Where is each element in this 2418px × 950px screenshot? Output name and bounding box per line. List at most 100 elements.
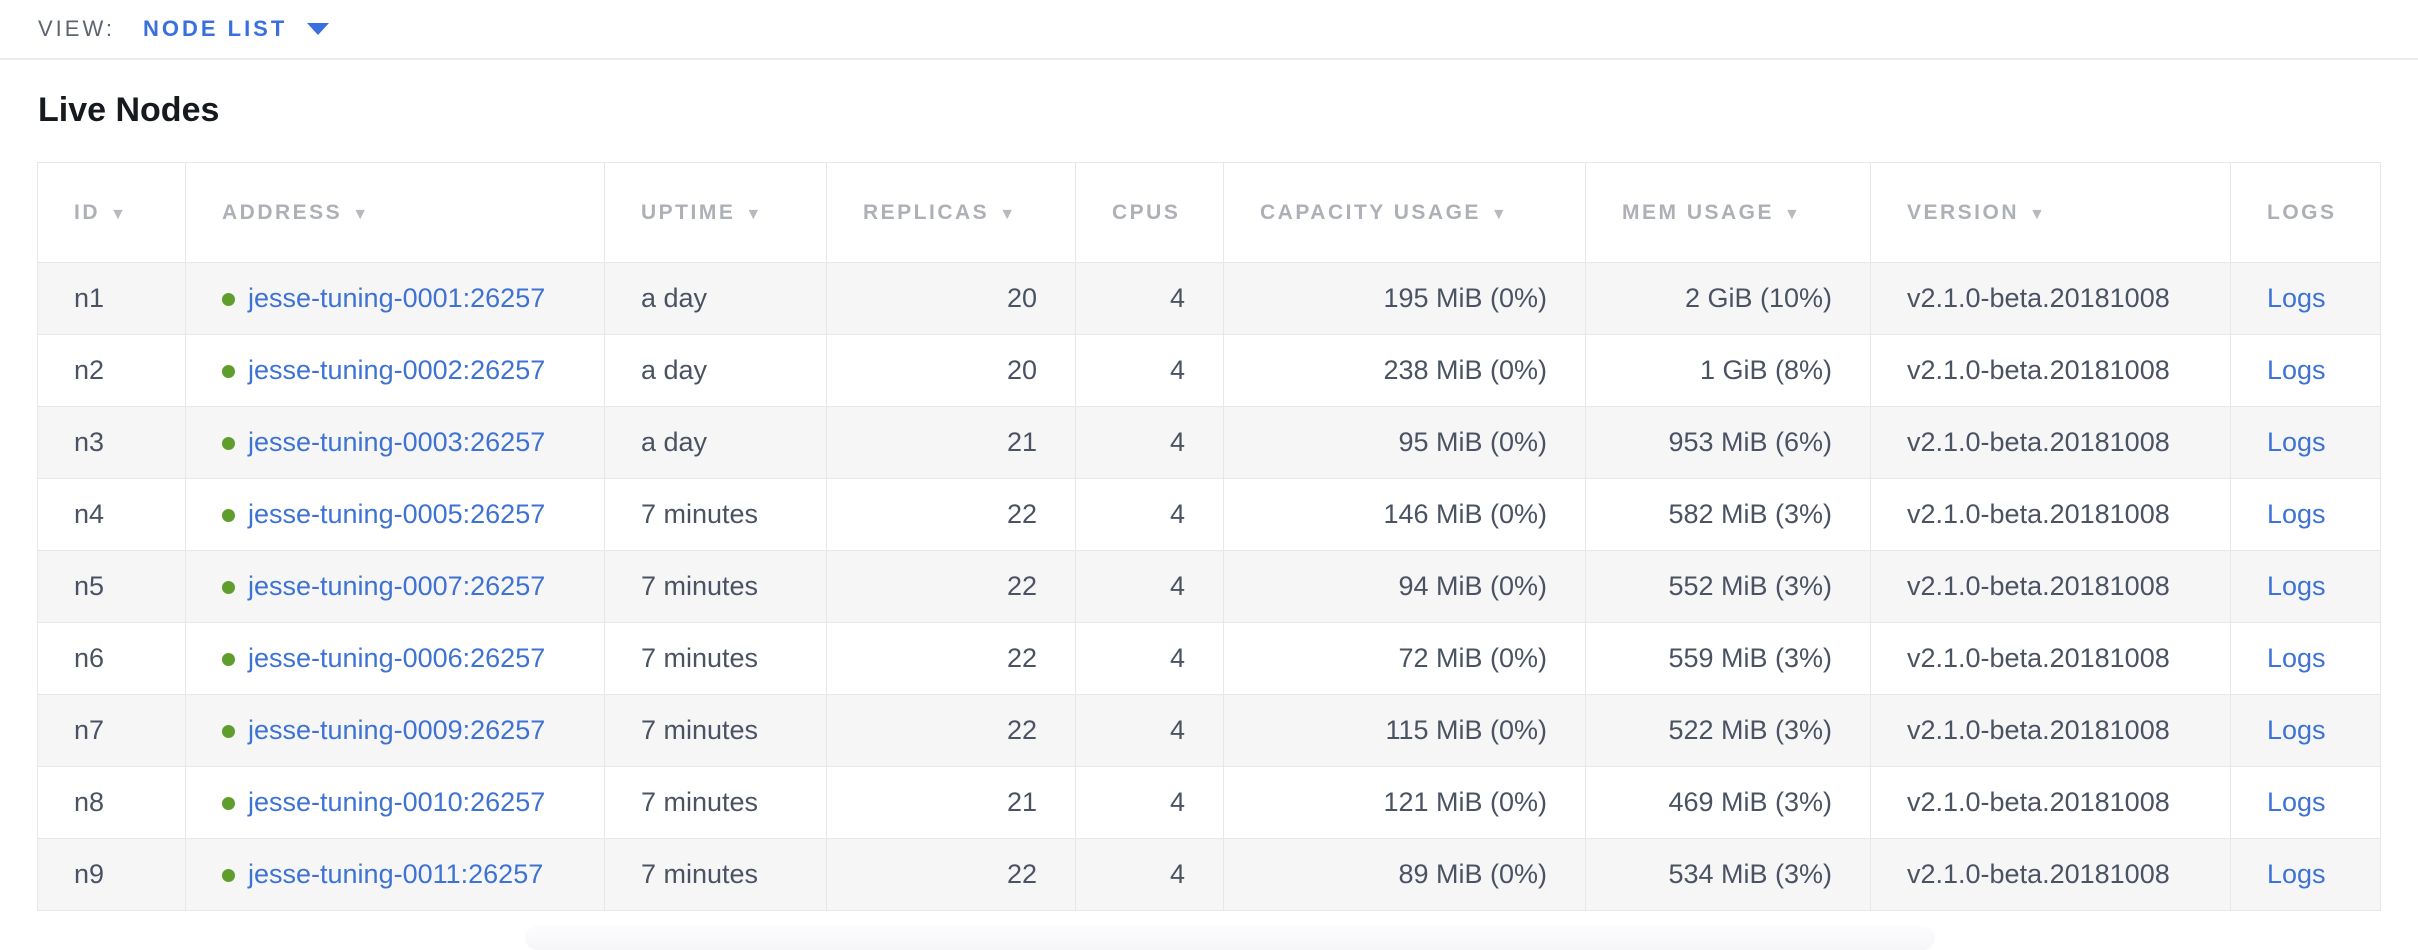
live-nodes-table: ID ▼ ADDRESS ▼ UPTIME ▼ REPLICAS ▼ CPUS CAPA… — [37, 162, 2381, 911]
cell-logs: Logs — [2230, 766, 2381, 839]
logs-link[interactable]: Logs — [2267, 643, 2326, 673]
node-address-link[interactable]: jesse-tuning-0005:26257 — [248, 499, 546, 529]
column-header-id[interactable]: ID ▼ — [37, 162, 186, 263]
logs-link[interactable]: Logs — [2267, 355, 2326, 385]
logs-link[interactable]: Logs — [2267, 859, 2326, 889]
column-header-cpus[interactable]: CPUS — [1075, 162, 1224, 263]
cell-uptime: 7 minutes — [604, 478, 827, 551]
cell-capacity-usage: 115 MiB (0%) — [1223, 694, 1586, 767]
sort-desc-icon: ▼ — [999, 205, 1016, 223]
logs-link[interactable]: Logs — [2267, 571, 2326, 601]
healthy-status-icon — [222, 653, 235, 667]
cell-cpus: 4 — [1075, 334, 1224, 407]
cell-cpus: 4 — [1075, 622, 1224, 695]
node-address-link[interactable]: jesse-tuning-0009:26257 — [248, 715, 546, 745]
cell-capacity-usage: 121 MiB (0%) — [1223, 766, 1586, 839]
cell-id: n6 — [37, 622, 186, 695]
cell-mem-usage: 534 MiB (3%) — [1585, 838, 1871, 911]
cell-replicas: 22 — [826, 622, 1076, 695]
cell-address: jesse-tuning-0005:26257 — [185, 478, 605, 551]
node-address-link[interactable]: jesse-tuning-0006:26257 — [248, 643, 546, 673]
table-row: n1 jesse-tuning-0001:26257 a day 20 4 19… — [37, 262, 2381, 335]
dropdown-caret-icon[interactable] — [307, 23, 330, 35]
logs-link[interactable]: Logs — [2267, 787, 2326, 817]
cell-version: v2.1.0-beta.20181008 — [1870, 622, 2231, 695]
cell-version: v2.1.0-beta.20181008 — [1870, 406, 2231, 479]
healthy-status-icon — [222, 869, 235, 883]
healthy-status-icon — [222, 365, 235, 379]
healthy-status-icon — [222, 725, 235, 739]
cell-logs: Logs — [2230, 478, 2381, 551]
cell-version: v2.1.0-beta.20181008 — [1870, 838, 2231, 911]
cell-cpus: 4 — [1075, 766, 1224, 839]
cell-version: v2.1.0-beta.20181008 — [1870, 478, 2231, 551]
table-row: n8 jesse-tuning-0010:26257 7 minutes 21 … — [37, 766, 2381, 839]
column-header-mem-usage[interactable]: MEM USAGE ▼ — [1585, 162, 1871, 263]
table-row: n9 jesse-tuning-0011:26257 7 minutes 22 … — [37, 838, 2381, 911]
cell-logs: Logs — [2230, 694, 2381, 767]
column-header-address[interactable]: ADDRESS ▼ — [185, 162, 605, 263]
logs-link[interactable]: Logs — [2267, 715, 2326, 745]
column-header-label: ID — [74, 200, 100, 224]
cell-logs: Logs — [2230, 334, 2381, 407]
logs-link[interactable]: Logs — [2267, 283, 2326, 313]
node-address-link[interactable]: jesse-tuning-0007:26257 — [248, 571, 546, 601]
column-header-label: CAPACITY USAGE — [1260, 200, 1481, 224]
cell-address: jesse-tuning-0001:26257 — [185, 262, 605, 335]
cell-cpus: 4 — [1075, 550, 1224, 623]
cell-cpus: 4 — [1075, 478, 1224, 551]
cell-id: n9 — [37, 838, 186, 911]
cell-capacity-usage: 89 MiB (0%) — [1223, 838, 1586, 911]
cell-version: v2.1.0-beta.20181008 — [1870, 334, 2231, 407]
column-header-label: MEM USAGE — [1622, 200, 1775, 224]
cell-cpus: 4 — [1075, 406, 1224, 479]
cell-mem-usage: 469 MiB (3%) — [1585, 766, 1871, 839]
cell-id: n1 — [37, 262, 186, 335]
cell-address: jesse-tuning-0010:26257 — [185, 766, 605, 839]
cell-cpus: 4 — [1075, 694, 1224, 767]
cell-uptime: a day — [604, 334, 827, 407]
cell-capacity-usage: 146 MiB (0%) — [1223, 478, 1586, 551]
logs-link[interactable]: Logs — [2267, 499, 2326, 529]
column-header-replicas[interactable]: REPLICAS ▼ — [826, 162, 1076, 263]
node-address-link[interactable]: jesse-tuning-0010:26257 — [248, 787, 546, 817]
node-address-link[interactable]: jesse-tuning-0003:26257 — [248, 427, 546, 457]
column-header-label: VERSION — [1907, 200, 2020, 224]
cell-version: v2.1.0-beta.20181008 — [1870, 262, 2231, 335]
cell-uptime: 7 minutes — [604, 694, 827, 767]
sort-desc-icon: ▼ — [110, 205, 126, 223]
cell-replicas: 22 — [826, 550, 1076, 623]
cell-logs: Logs — [2230, 406, 2381, 479]
cell-capacity-usage: 238 MiB (0%) — [1223, 334, 1586, 407]
node-address-link[interactable]: jesse-tuning-0011:26257 — [248, 859, 544, 889]
column-header-label: LOGS — [2267, 200, 2337, 224]
cell-version: v2.1.0-beta.20181008 — [1870, 694, 2231, 767]
cell-capacity-usage: 94 MiB (0%) — [1223, 550, 1586, 623]
view-bar: VIEW: NODE LIST — [0, 0, 2418, 60]
column-header-label: UPTIME — [641, 200, 736, 224]
cell-uptime: a day — [604, 406, 827, 479]
sort-desc-icon: ▼ — [1490, 205, 1507, 223]
node-address-link[interactable]: jesse-tuning-0002:26257 — [248, 355, 546, 385]
cell-address: jesse-tuning-0011:26257 — [185, 838, 605, 911]
cell-mem-usage: 559 MiB (3%) — [1585, 622, 1871, 695]
column-header-uptime[interactable]: UPTIME ▼ — [604, 162, 827, 263]
table-row: n7 jesse-tuning-0009:26257 7 minutes 22 … — [37, 694, 2381, 767]
cell-logs: Logs — [2230, 838, 2381, 911]
healthy-status-icon — [222, 509, 235, 523]
table-row: n2 jesse-tuning-0002:26257 a day 20 4 23… — [37, 334, 2381, 407]
column-header-version[interactable]: VERSION ▼ — [1870, 162, 2231, 263]
node-address-link[interactable]: jesse-tuning-0001:26257 — [248, 283, 546, 313]
cell-version: v2.1.0-beta.20181008 — [1870, 766, 2231, 839]
cell-logs: Logs — [2230, 550, 2381, 623]
view-selector[interactable]: NODE LIST — [142, 16, 288, 41]
cell-address: jesse-tuning-0002:26257 — [185, 334, 605, 407]
cell-replicas: 21 — [826, 766, 1076, 839]
logs-link[interactable]: Logs — [2267, 427, 2326, 457]
cell-capacity-usage: 195 MiB (0%) — [1223, 262, 1586, 335]
column-header-capacity-usage[interactable]: CAPACITY USAGE ▼ — [1223, 162, 1586, 263]
cell-id: n3 — [37, 406, 186, 479]
cell-address: jesse-tuning-0007:26257 — [185, 550, 605, 623]
cell-replicas: 20 — [826, 334, 1076, 407]
cell-logs: Logs — [2230, 622, 2381, 695]
